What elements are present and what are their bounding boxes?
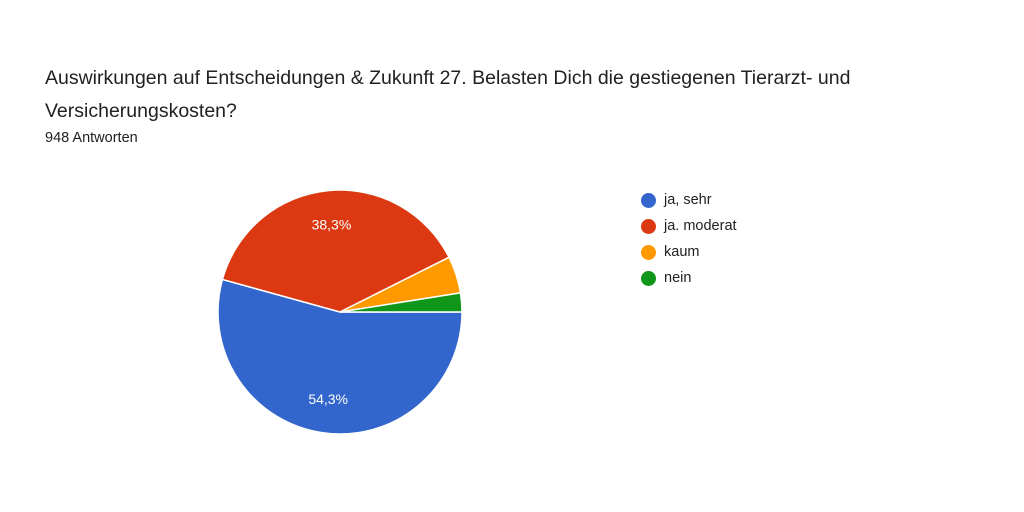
legend-swatch [641, 270, 656, 286]
legend-label: kaum [664, 244, 700, 260]
legend-item[interactable]: nein [641, 265, 737, 291]
pie-data-label: 38,3% [312, 217, 352, 233]
legend-item[interactable]: kaum [641, 239, 737, 265]
legend-label: ja, sehr [664, 192, 712, 208]
chart-legend: ja, sehr ja. moderat kaum nein [641, 187, 737, 291]
legend-swatch [641, 218, 656, 234]
pie-slice-nein[interactable] [339, 292, 463, 313]
pie-slice-ja-sehr[interactable] [217, 278, 463, 435]
response-count: 948 Antworten [45, 130, 138, 146]
pie-slice-ja-moderat[interactable] [221, 189, 451, 313]
pie-chart: 54,3% 38,3% [217, 189, 463, 435]
legend-item[interactable]: ja, sehr [641, 187, 737, 213]
question-title: Auswirkungen auf Entscheidungen & Zukunf… [45, 67, 851, 122]
legend-label: nein [664, 270, 692, 286]
legend-item[interactable]: ja. moderat [641, 213, 737, 239]
legend-swatch [641, 244, 656, 260]
legend-label: ja. moderat [664, 218, 737, 234]
pie-data-label: 54,3% [308, 391, 348, 407]
legend-swatch [641, 192, 656, 208]
